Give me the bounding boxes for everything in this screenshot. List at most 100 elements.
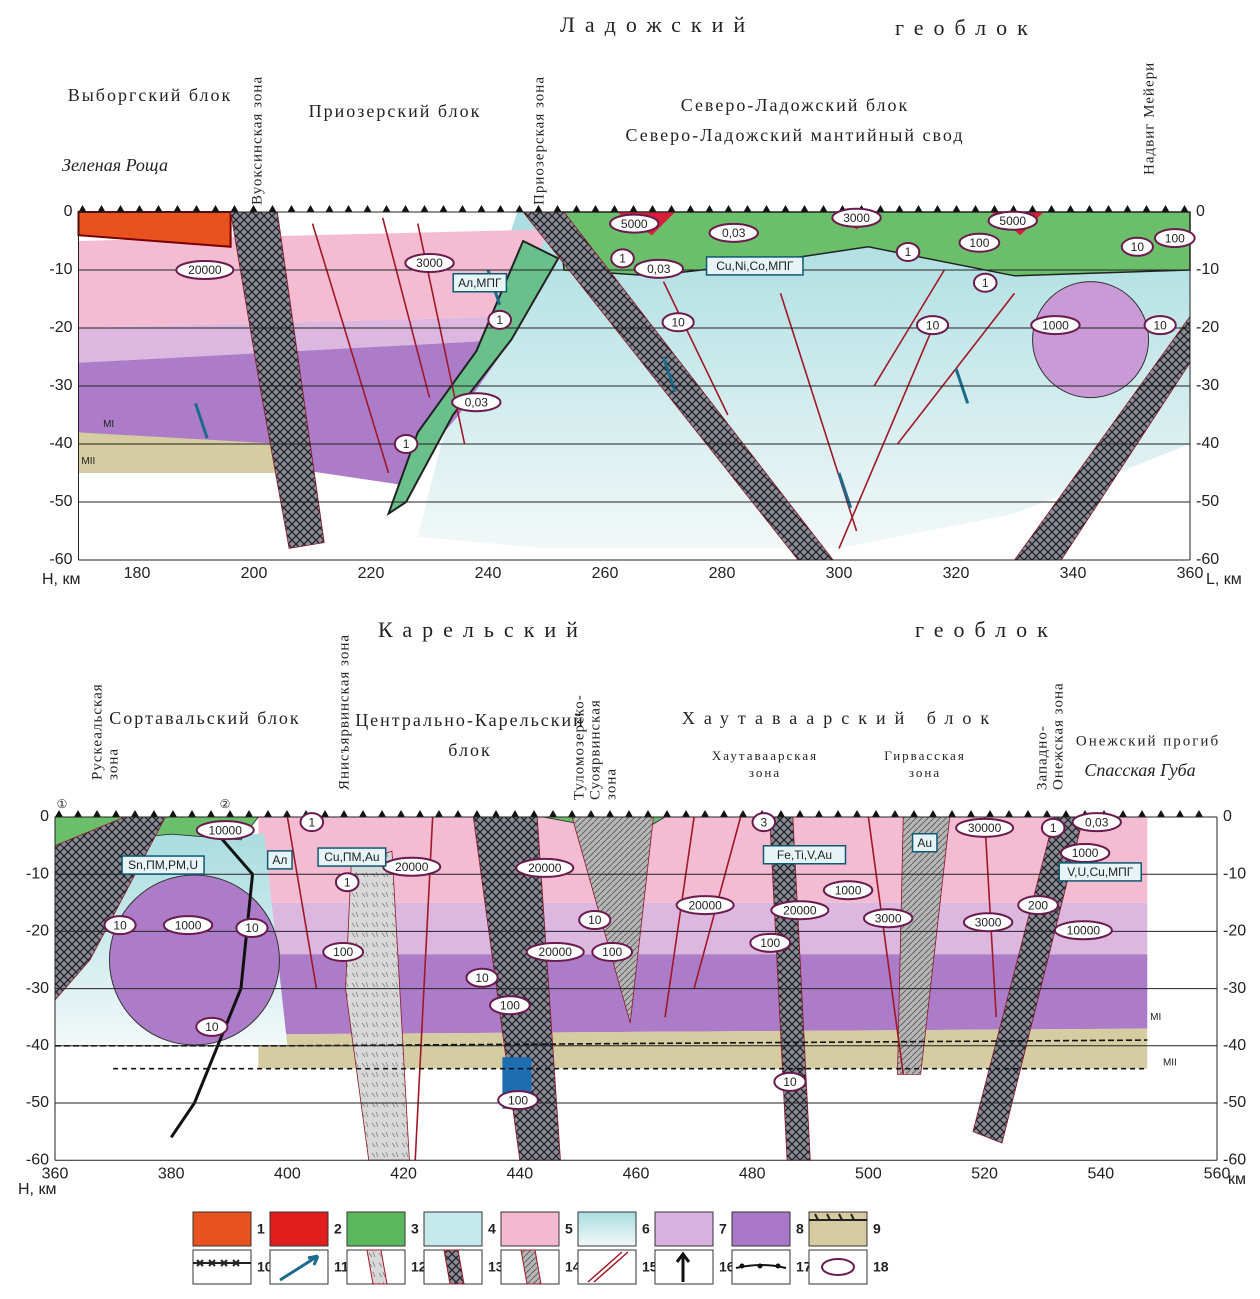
legend-number: 1 [257, 1221, 265, 1237]
legend-item: 10 [193, 1250, 273, 1284]
profile-station [625, 810, 633, 817]
legend-item: 8 [732, 1212, 804, 1246]
profile-station [592, 205, 600, 212]
y-tick-label: -30 [1196, 377, 1219, 394]
profile-station [478, 205, 486, 212]
profile-station [611, 205, 619, 212]
y-tick-label: -50 [26, 1094, 49, 1111]
legend-item: 9 [809, 1212, 881, 1246]
profile-station [307, 205, 315, 212]
block-label: Сортавальский блок [109, 708, 300, 728]
oval-label: 10 [588, 913, 602, 927]
oval-label: 10 [926, 318, 940, 332]
legend-item: 3 [347, 1212, 419, 1246]
profile-station [687, 205, 695, 212]
profile-station [554, 205, 562, 212]
oval-label: 10000 [209, 823, 243, 837]
profile-station [345, 205, 353, 212]
profile-station [915, 205, 923, 212]
profile-station [79, 205, 87, 212]
profile-station [1157, 810, 1165, 817]
profile-station [454, 810, 462, 817]
profile-station [877, 205, 885, 212]
profile-station [378, 810, 386, 817]
profile-station [568, 810, 576, 817]
block-label: Хаутаваарская [712, 748, 818, 763]
oval-label: 1 [496, 313, 503, 327]
legend-number: 8 [796, 1221, 804, 1237]
profile-station [953, 205, 961, 212]
profile-station [834, 810, 842, 817]
profile-station [288, 205, 296, 212]
profile-station [516, 205, 524, 212]
profile-station [706, 205, 714, 212]
zone-label: Западно- [1034, 725, 1050, 790]
mineral-label: Au [917, 836, 932, 850]
zone-label: Янисъярвинская зона [336, 634, 352, 790]
profile-station [364, 205, 372, 212]
x-tick-label: 520 [971, 1165, 998, 1182]
profile-station [1029, 205, 1037, 212]
x-tick-label: 420 [390, 1165, 417, 1182]
section-title: геоблок [915, 617, 1058, 642]
profile-station [929, 810, 937, 817]
y-tick-label: -50 [1196, 493, 1219, 510]
x-tick-label: 220 [358, 565, 385, 582]
profile-station [112, 810, 120, 817]
legend-item: 4 [424, 1212, 496, 1246]
oval-label: 1 [1050, 821, 1057, 835]
profile-station [967, 810, 975, 817]
legend-item: 12 [347, 1250, 427, 1284]
x-tick-label: 380 [158, 1165, 185, 1182]
oval-label: 10 [205, 1020, 219, 1034]
zone-label: Суоярвинская [587, 699, 603, 800]
oval-label: 100 [333, 945, 353, 959]
profile-station [269, 205, 277, 212]
profile-station [402, 205, 410, 212]
profile-station [820, 205, 828, 212]
section-title: геоблок [895, 15, 1038, 40]
swatch [655, 1212, 713, 1246]
oval-label: 100 [969, 236, 989, 250]
block-label: Хаутаваарский блок [682, 708, 998, 728]
oval-label: 5000 [999, 214, 1026, 228]
y-tick-label: -10 [1223, 865, 1246, 882]
profile-station [1119, 810, 1127, 817]
y-tick-label: -20 [1196, 319, 1219, 336]
x-tick-label: 440 [506, 1165, 533, 1182]
profile-station [1048, 205, 1056, 212]
moho-label: MI [1150, 1012, 1161, 1023]
block-label: Выборгский блок [68, 85, 233, 105]
profile-station [117, 205, 125, 212]
y-tick-label: -40 [26, 1037, 49, 1054]
swatch [578, 1212, 636, 1246]
zone-label: Туломозерско- [571, 694, 587, 800]
oval-label: 3000 [875, 911, 902, 925]
oval-label: 1 [982, 276, 989, 290]
x-tick-label: 320 [943, 565, 970, 582]
profile-station [150, 810, 158, 817]
profile-station [93, 810, 101, 817]
y-axis-label: Н, км [18, 1181, 56, 1198]
profile-station [663, 810, 671, 817]
profile-station [739, 810, 747, 817]
profile-station [383, 205, 391, 212]
block-label: Гирвасская [884, 748, 966, 763]
profile-station [549, 810, 557, 817]
profile-station [1138, 810, 1146, 817]
oval-label: 100 [508, 1093, 528, 1107]
y-tick-label: -40 [49, 435, 72, 452]
legend-number: 2 [334, 1221, 342, 1237]
profile-station [587, 810, 595, 817]
section-title: Ладожский [560, 12, 755, 37]
profile-station [188, 810, 196, 817]
x-tick-label: 360 [1177, 565, 1204, 582]
profile-station [1005, 810, 1013, 817]
legend-item: 6 [578, 1212, 650, 1246]
y-tick-label: -60 [49, 551, 72, 568]
x-tick-label: 540 [1087, 1165, 1114, 1182]
swatch-dot [776, 1264, 781, 1269]
oval-label: 1 [308, 815, 315, 829]
profile-station [644, 810, 652, 817]
oval-label: 10 [245, 921, 259, 935]
